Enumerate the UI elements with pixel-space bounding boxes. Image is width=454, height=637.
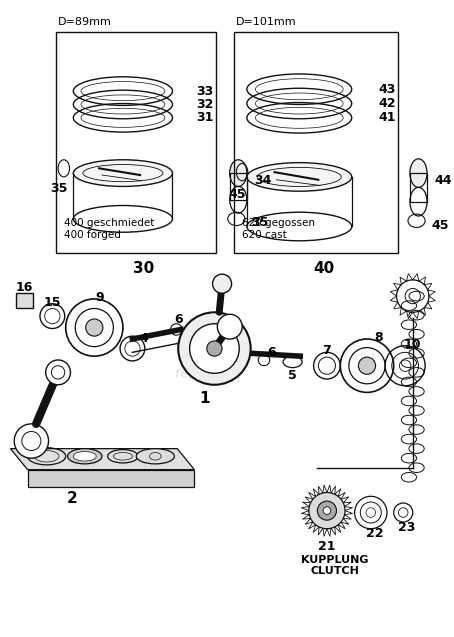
Ellipse shape	[410, 159, 427, 187]
Text: 620 gegossen: 620 gegossen	[242, 218, 315, 227]
Circle shape	[323, 507, 331, 515]
Text: 31: 31	[196, 111, 213, 124]
Text: 43: 43	[378, 83, 395, 96]
Text: 41: 41	[378, 111, 395, 124]
Text: Parts
republik|: Parts republik|	[174, 349, 241, 382]
Bar	[230, 173, 247, 200]
Circle shape	[46, 360, 70, 385]
Text: 400 forged: 400 forged	[64, 230, 121, 240]
Text: D=101mm: D=101mm	[237, 17, 297, 27]
Circle shape	[190, 324, 239, 373]
Ellipse shape	[247, 162, 352, 191]
Circle shape	[178, 312, 251, 385]
Ellipse shape	[74, 160, 173, 187]
Text: 7: 7	[322, 344, 331, 357]
Text: 10: 10	[404, 338, 421, 351]
Polygon shape	[28, 469, 194, 487]
Text: 4: 4	[139, 333, 148, 345]
Text: 2: 2	[67, 490, 78, 506]
Text: D=89mm: D=89mm	[58, 17, 112, 27]
Circle shape	[86, 319, 103, 336]
Text: 40: 40	[313, 261, 335, 276]
Text: 35: 35	[252, 216, 269, 229]
Text: 16: 16	[16, 281, 34, 294]
Text: KUPPLUNG: KUPPLUNG	[301, 555, 368, 565]
Ellipse shape	[230, 160, 247, 187]
Text: 6: 6	[267, 346, 276, 359]
Text: 35: 35	[50, 182, 68, 195]
Text: 1: 1	[200, 390, 210, 406]
Circle shape	[309, 492, 345, 529]
Bar	[410, 173, 427, 202]
Text: 21: 21	[318, 540, 336, 554]
Circle shape	[212, 274, 232, 293]
Bar	[234, 32, 399, 253]
Text: 44: 44	[434, 175, 452, 187]
Bar	[16, 293, 33, 308]
Text: 8: 8	[374, 331, 383, 343]
Text: 9: 9	[96, 290, 104, 304]
Ellipse shape	[136, 448, 174, 464]
Circle shape	[317, 501, 336, 520]
Circle shape	[217, 314, 242, 339]
Text: 34: 34	[255, 175, 272, 187]
Text: 42: 42	[378, 97, 395, 110]
Text: 45: 45	[228, 187, 246, 201]
Ellipse shape	[68, 448, 102, 464]
Text: 32: 32	[196, 98, 213, 111]
Polygon shape	[10, 448, 194, 469]
Text: 400 geschmiedet: 400 geschmiedet	[64, 218, 154, 227]
Text: 33: 33	[196, 85, 213, 97]
Text: 45: 45	[432, 219, 449, 232]
Bar	[56, 32, 217, 253]
Circle shape	[358, 357, 375, 375]
Text: 620 cast: 620 cast	[242, 230, 287, 240]
Circle shape	[14, 424, 49, 458]
Text: 6: 6	[174, 313, 183, 326]
Ellipse shape	[74, 452, 96, 461]
Circle shape	[207, 341, 222, 356]
Text: 23: 23	[398, 521, 416, 534]
Text: 22: 22	[366, 527, 383, 540]
Text: 5: 5	[288, 369, 297, 382]
Text: 15: 15	[44, 296, 61, 310]
Text: 30: 30	[133, 261, 154, 276]
Text: CLUTCH: CLUTCH	[310, 566, 359, 576]
